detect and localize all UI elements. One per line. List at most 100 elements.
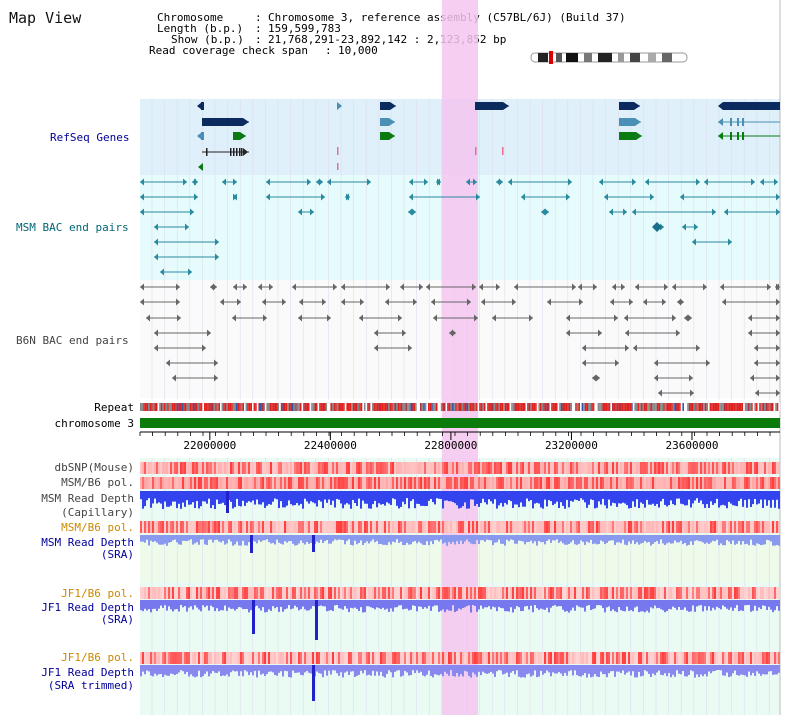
jf1-b6-pol-cell[interactable]: [500, 587, 502, 599]
msm-b6-pol-cell[interactable]: [616, 477, 618, 489]
jf1-depth-sra-bar[interactable]: [752, 600, 754, 611]
jf1-depth-trimmed-bar[interactable]: [520, 665, 522, 678]
jf1-depth-sra-bar[interactable]: [696, 600, 698, 607]
jf1-b6-pol-2-cell[interactable]: [294, 652, 296, 664]
jf1-depth-sra-bar[interactable]: [732, 600, 734, 611]
b6n-bac-pair-end[interactable]: [612, 283, 616, 291]
msm-b6-pol-2-cell[interactable]: [630, 521, 632, 533]
jf1-depth-sra-bar[interactable]: [338, 600, 340, 609]
repeat-element[interactable]: [608, 403, 611, 411]
jf1-b6-pol-cell[interactable]: [492, 587, 494, 599]
repeat-element[interactable]: [272, 403, 275, 411]
jf1-b6-pol-2-cell[interactable]: [670, 652, 672, 664]
jf1-b6-pol-cell[interactable]: [714, 587, 716, 599]
jf1-b6-pol-2-cell[interactable]: [446, 652, 448, 664]
jf1-depth-trimmed-bar[interactable]: [606, 665, 608, 678]
jf1-depth-sra-bar[interactable]: [474, 600, 476, 606]
repeat-element[interactable]: [701, 403, 704, 411]
dbsnp-cell[interactable]: [412, 462, 414, 474]
dbsnp-cell[interactable]: [644, 462, 646, 474]
jf1-depth-sra-bar[interactable]: [142, 600, 144, 612]
msm-depth-capillary-bar[interactable]: [178, 491, 180, 504]
msm-b6-pol-cell[interactable]: [374, 477, 376, 489]
repeat-element[interactable]: [749, 403, 752, 411]
jf1-b6-pol-2-cell[interactable]: [386, 652, 388, 664]
jf1-depth-trimmed-bar[interactable]: [284, 665, 286, 671]
msm-depth-sra-bar[interactable]: [484, 535, 486, 542]
jf1-depth-sra-bar[interactable]: [484, 600, 486, 608]
jf1-b6-pol-2-cell[interactable]: [382, 652, 384, 664]
msm-b6-pol-cell[interactable]: [242, 477, 244, 489]
jf1-depth-trimmed-bar[interactable]: [524, 665, 526, 678]
msm-depth-sra-bar[interactable]: [384, 535, 386, 545]
jf1-b6-pol-2-cell[interactable]: [410, 652, 412, 664]
repeat-element[interactable]: [356, 403, 358, 411]
msm-depth-sra-bar[interactable]: [370, 535, 372, 542]
repeat-element[interactable]: [554, 403, 556, 411]
msm-depth-capillary-bar[interactable]: [518, 491, 520, 508]
msm-b6-pol-2-cell[interactable]: [728, 521, 730, 533]
msm-depth-capillary-bar[interactable]: [398, 491, 400, 509]
msm-depth-capillary-bar[interactable]: [286, 491, 288, 506]
msm-depth-sra-bar[interactable]: [180, 535, 182, 545]
jf1-depth-trimmed-bar[interactable]: [600, 665, 602, 672]
repeat-element[interactable]: [461, 403, 464, 411]
msm-b6-pol-cell[interactable]: [382, 477, 384, 489]
jf1-depth-sra-bar[interactable]: [742, 600, 744, 611]
dbsnp-cell[interactable]: [314, 462, 316, 474]
jf1-depth-trimmed-bar[interactable]: [374, 665, 376, 676]
jf1-depth-sra-bar[interactable]: [660, 600, 662, 610]
msm-b6-pol-cell[interactable]: [546, 477, 548, 489]
repeat-element[interactable]: [485, 403, 488, 411]
msm-depth-sra-bar[interactable]: [172, 535, 174, 541]
msm-depth-capillary-bar[interactable]: [430, 491, 432, 499]
jf1-b6-pol-2-cell[interactable]: [204, 652, 206, 664]
msm-b6-pol-2-cell[interactable]: [178, 521, 180, 533]
jf1-depth-trimmed-bar[interactable]: [454, 665, 456, 677]
repeat-element[interactable]: [716, 403, 718, 411]
msm-b6-pol-cell[interactable]: [746, 477, 748, 489]
msm-bac-pair-end[interactable]: [140, 178, 144, 186]
msm-depth-capillary-bar[interactable]: [682, 491, 684, 505]
jf1-b6-pol-cell[interactable]: [482, 587, 484, 599]
dbsnp-cell[interactable]: [586, 462, 588, 474]
dbsnp-cell[interactable]: [674, 462, 676, 474]
msm-bac-pair-end[interactable]: [774, 178, 778, 186]
msm-depth-capillary-bar[interactable]: [658, 491, 660, 508]
msm-depth-capillary-bar[interactable]: [170, 491, 172, 506]
b6n-bac-pair-end[interactable]: [402, 329, 406, 337]
jf1-depth-sra-bar[interactable]: [658, 600, 660, 608]
msm-depth-sra-bar[interactable]: [582, 535, 584, 542]
msm-depth-sra-bar[interactable]: [380, 535, 382, 545]
msm-b6-pol-2-cell[interactable]: [190, 521, 192, 533]
jf1-depth-trimmed-bar[interactable]: [498, 665, 500, 670]
msm-b6-pol-cell[interactable]: [666, 477, 668, 489]
repeat-element[interactable]: [277, 403, 280, 411]
repeat-element[interactable]: [229, 403, 232, 411]
msm-depth-sra-bar[interactable]: [638, 535, 640, 545]
msm-depth-sra-bar[interactable]: [770, 535, 772, 542]
jf1-depth-trimmed-bar[interactable]: [718, 665, 720, 670]
msm-depth-capillary-bar[interactable]: [636, 491, 638, 500]
b6n-bac-pair-end[interactable]: [776, 359, 780, 367]
dbsnp-cell[interactable]: [204, 462, 206, 474]
msm-depth-capillary-bar[interactable]: [748, 491, 750, 500]
jf1-b6-pol-cell[interactable]: [434, 587, 436, 599]
msm-depth-sra-bar[interactable]: [156, 535, 158, 543]
jf1-depth-trimmed-bar[interactable]: [392, 665, 394, 678]
jf1-b6-pol-cell[interactable]: [526, 587, 528, 599]
msm-depth-capillary-bar[interactable]: [688, 491, 690, 500]
msm-b6-pol-cell[interactable]: [664, 477, 666, 489]
jf1-b6-pol-cell[interactable]: [522, 587, 524, 599]
dbsnp-cell[interactable]: [590, 462, 592, 474]
b6n-bac-pair-end[interactable]: [146, 314, 150, 322]
jf1-b6-pol-cell[interactable]: [568, 587, 570, 599]
repeat-element[interactable]: [605, 403, 608, 411]
repeat-element[interactable]: [364, 403, 366, 411]
msm-depth-capillary-bar[interactable]: [332, 491, 334, 501]
jf1-b6-pol-2-cell[interactable]: [554, 652, 556, 664]
msm-b6-pol-2-cell[interactable]: [476, 521, 478, 533]
msm-depth-capillary-bar[interactable]: [278, 491, 280, 509]
msm-b6-pol-2-cell[interactable]: [716, 521, 718, 533]
msm-depth-capillary-bar[interactable]: [660, 491, 662, 502]
